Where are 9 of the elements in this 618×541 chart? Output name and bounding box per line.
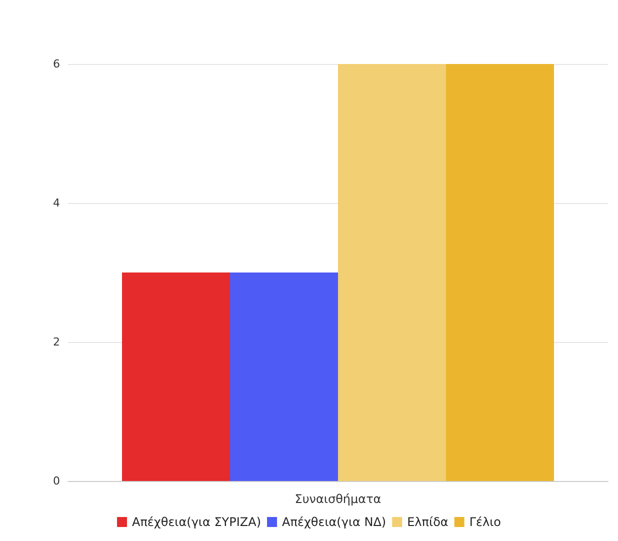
y-tick-label: 4 <box>53 196 60 210</box>
y-tick-label: 6 <box>53 58 60 70</box>
y-tick-label: 0 <box>53 474 60 488</box>
legend-label: Απέχθεια(για ΣΥΡΙΖΑ) <box>132 515 262 529</box>
legend-label: Απέχθεια(για ΝΔ) <box>282 515 386 529</box>
y-tick-label: 2 <box>53 336 60 348</box>
legend-label: Ελπίδα <box>407 515 448 529</box>
legend-label: Γέλιο <box>469 515 502 529</box>
x-tick-label: Συναισθήματα <box>294 492 382 506</box>
